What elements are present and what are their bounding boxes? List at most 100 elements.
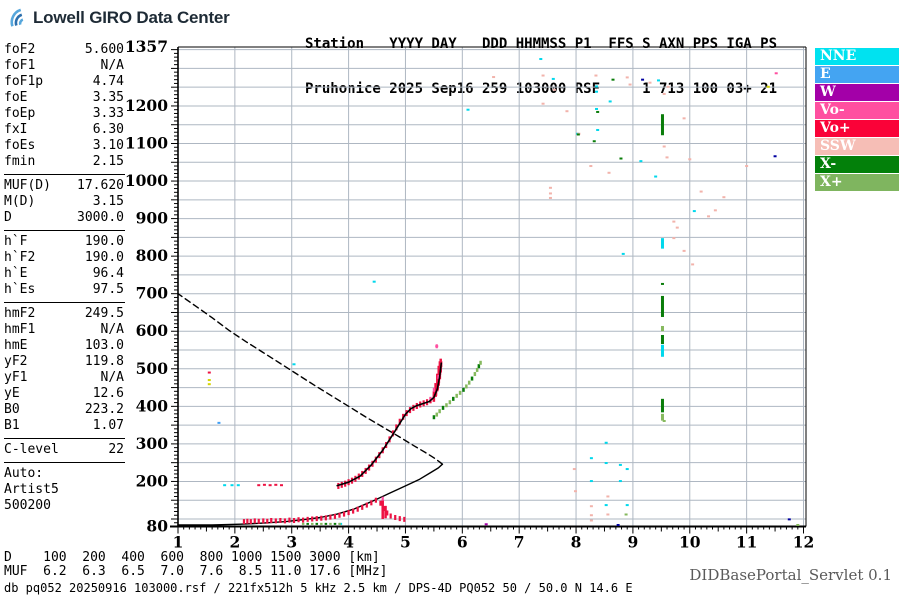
param-value: 22 — [108, 442, 124, 457]
svg-text:6: 6 — [457, 533, 468, 552]
param-value: 190.0 — [84, 234, 124, 249]
muf-frequency-row: MUF 6.2 6.3 6.5 7.0 7.6 8.5 11.0 17.6 [M… — [4, 564, 388, 579]
svg-text:700: 700 — [136, 284, 169, 303]
param-value: N/A — [100, 58, 124, 73]
station-header-columns: Station YYYY DAY DDD HHMMSS P1 FFS S AXN… — [305, 36, 778, 52]
param-hf2: h`F2 190.0 — [4, 250, 126, 266]
autoscaling-info-line: Artist5 — [4, 482, 59, 497]
lowell-giro-logo[interactable]: Lowell GIRO Data Center — [6, 4, 230, 32]
param-value: 1.07 — [92, 418, 124, 433]
param-value: 190.0 — [84, 250, 124, 265]
param-hmf2: hmF2 249.5 — [4, 306, 126, 322]
svg-text:500: 500 — [136, 359, 169, 378]
param-value: 103.0 — [84, 338, 124, 353]
svg-text:9: 9 — [628, 533, 639, 552]
param-value: 3000.0 — [77, 210, 124, 225]
legend-item-nne[interactable]: NNE — [815, 48, 899, 65]
param-fof1: foF1 N/A — [4, 58, 126, 74]
param-hf: h`F 190.0 — [4, 234, 126, 250]
param-foes: foEs 3.10 — [4, 138, 126, 154]
legend-item-vo[interactable]: Vo- — [815, 102, 899, 119]
param-label: foF1p — [4, 74, 44, 89]
param-label: h`Es — [4, 282, 36, 297]
param-value: 3.10 — [92, 138, 124, 153]
param-label: yF1 — [4, 370, 28, 385]
axis-labels: 1357120011001000900800700600500400300200… — [125, 37, 814, 552]
param-label: fmin — [4, 154, 36, 169]
param-mufd: MUF(D) 17.620 — [4, 178, 126, 194]
param-clevel: C-level 22 — [4, 442, 126, 458]
param-separator — [4, 230, 125, 231]
param-value: 4.74 — [92, 74, 124, 89]
param-b0: B0 223.2 — [4, 402, 126, 418]
param-label: h`F — [4, 234, 28, 249]
param-value: 3.33 — [92, 106, 124, 121]
param-label: h`F2 — [4, 250, 36, 265]
param-value: 17.620 — [77, 178, 124, 193]
param-label: fxI — [4, 122, 28, 137]
servlet-version-label: DIDBasePortal_Servlet 0.1 — [689, 566, 892, 584]
param-md: M(D) 3.15 — [4, 194, 126, 210]
param-fxi: fxI 6.30 — [4, 122, 126, 138]
legend-item-x[interactable]: X+ — [815, 174, 899, 191]
param-value: N/A — [100, 370, 124, 385]
param-value: 2.15 — [92, 154, 124, 169]
param-label: h`E — [4, 266, 28, 281]
scaled-parameters-panel: foF2 5.600 foF1 N/A foF1p 4.74 foE 3.35 foEp 3.33… — [4, 42, 126, 514]
legend-item-e[interactable]: E — [815, 66, 899, 83]
param-value: 3.15 — [92, 194, 124, 209]
param-label: foEs — [4, 138, 36, 153]
antenna-direction-legend: NNE E W Vo- Vo+ SSW X- X+ — [815, 48, 899, 192]
param-d: D 3000.0 — [4, 210, 126, 226]
param-separator — [4, 302, 125, 303]
param-label: M(D) — [4, 194, 36, 209]
svg-text:200: 200 — [136, 471, 169, 490]
param-foep: foEp 3.33 — [4, 106, 126, 122]
x-mode-trace — [301, 360, 482, 525]
param-fof1p: foF1p 4.74 — [4, 74, 126, 90]
measurement-file-info: db pq052 20250916 103000.rsf / 221fx512h… — [4, 581, 633, 595]
param-label: yF2 — [4, 354, 28, 369]
grid-layer — [178, 47, 806, 527]
logo-text: Lowell GIRO Data Center — [33, 8, 230, 27]
param-label: D — [4, 210, 12, 225]
param-separator — [4, 462, 125, 463]
station-header: Station YYYY DAY DDD HHMMSS P1 FFS S AXN… — [305, 7, 777, 127]
param-value: 223.2 — [84, 402, 124, 417]
autoscaling-info-line: Auto: — [4, 466, 44, 481]
tick-layer — [171, 49, 804, 534]
param-label: B1 — [4, 418, 20, 433]
param-label: C-level — [4, 442, 59, 457]
param-value: 119.8 — [84, 354, 124, 369]
muf-distance-row: D 100 200 400 600 800 1000 1500 3000 [km… — [4, 550, 380, 565]
svg-text:7: 7 — [514, 533, 525, 552]
svg-text:1: 1 — [173, 533, 184, 552]
param-label: hmF1 — [4, 322, 36, 337]
axes-frame — [170, 46, 807, 528]
param-hes: h`Es 97.5 — [4, 282, 126, 298]
param-separator — [4, 174, 125, 175]
param-fmin: fmin 2.15 — [4, 154, 126, 170]
svg-text:300: 300 — [136, 434, 169, 453]
legend-item-vo[interactable]: Vo+ — [815, 120, 899, 137]
legend-item-ssw[interactable]: SSW — [815, 138, 899, 155]
param-value: 6.30 — [92, 122, 124, 137]
param-separator — [4, 438, 125, 439]
param-value: 3.35 — [92, 90, 124, 105]
noise-echoes-layer — [207, 58, 800, 526]
param-value: 5.600 — [84, 42, 124, 57]
param-hme: hmE 103.0 — [4, 338, 126, 354]
station-header-values: Pruhonice 2025 Sep16 259 103000 RSF 1 71… — [305, 81, 778, 97]
svg-text:4: 4 — [343, 533, 354, 552]
svg-text:1100: 1100 — [125, 134, 168, 153]
svg-text:900: 900 — [136, 209, 169, 228]
electron-density-profile — [177, 293, 444, 526]
legend-item-x[interactable]: X- — [815, 156, 899, 173]
svg-text:1200: 1200 — [125, 96, 168, 115]
legend-item-w[interactable]: W — [815, 84, 899, 101]
o-mode-trace — [242, 344, 443, 525]
svg-text:600: 600 — [136, 321, 169, 340]
svg-text:3: 3 — [286, 533, 297, 552]
svg-text:2: 2 — [229, 533, 240, 552]
